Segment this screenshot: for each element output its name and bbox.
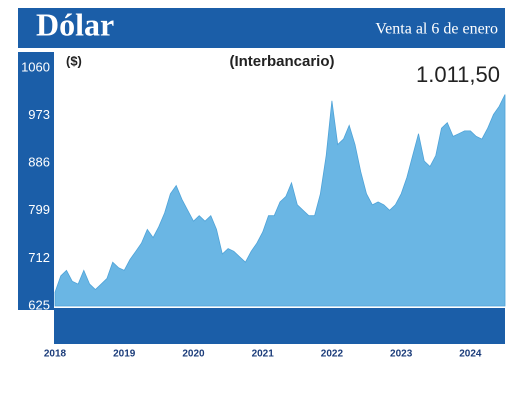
y-tick-label: 886 bbox=[28, 155, 50, 170]
x-year-label: 2024 bbox=[459, 349, 482, 360]
last-value-label: 1.011,50 bbox=[416, 62, 500, 87]
y-tick-label: 973 bbox=[28, 107, 50, 122]
header-bar bbox=[18, 8, 505, 48]
y-tick-label: 712 bbox=[28, 250, 50, 265]
x-year-label: 2020 bbox=[182, 349, 205, 360]
y-tick-label: 1060 bbox=[21, 59, 50, 74]
unit-label: ($) bbox=[66, 53, 82, 68]
x-year-label: 2023 bbox=[390, 349, 413, 360]
x-year-label: 2018 bbox=[44, 349, 67, 360]
x-year-label: 2022 bbox=[321, 349, 344, 360]
y-tick-label: 799 bbox=[28, 202, 50, 217]
y-axis-strip bbox=[18, 52, 54, 310]
y-tick-label: 625 bbox=[28, 297, 50, 312]
x-year-label: 2019 bbox=[113, 349, 136, 360]
x-year-label: 2021 bbox=[252, 349, 275, 360]
area bbox=[54, 94, 506, 307]
note: (Interbancario) bbox=[229, 53, 334, 70]
x-axis-strip bbox=[54, 308, 505, 344]
chart-title: Dólar bbox=[36, 6, 114, 42]
chart-subtitle: Venta al 6 de enero bbox=[375, 21, 498, 38]
